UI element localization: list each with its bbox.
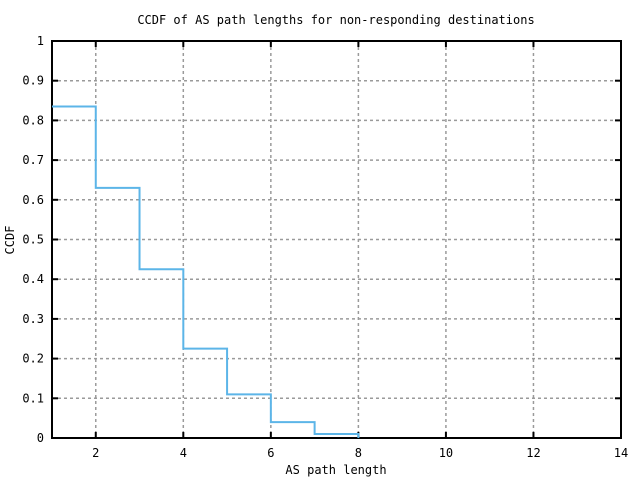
y-tick-label: 0.4: [22, 272, 44, 286]
y-tick-label: 0.3: [22, 312, 44, 326]
ccdf-step-line: [52, 105, 360, 438]
y-tick-label: 0.2: [22, 352, 44, 366]
x-tick-labels: 2 4 6 8 10 12 14: [92, 446, 628, 460]
x-tick-label: 2: [92, 446, 99, 460]
x-tick-label: 4: [180, 446, 187, 460]
y-tick-label: 0.6: [22, 193, 44, 207]
border-rect: [51, 40, 622, 439]
y-tick-label: 0.1: [22, 391, 44, 405]
series-path: [52, 105, 360, 438]
x-axis-title: AS path length: [285, 463, 386, 477]
y-tick-label: 1: [37, 34, 44, 48]
x-tick-label: 6: [267, 446, 274, 460]
y-tick-labels: 0 0.1 0.2 0.3 0.4 0.5 0.6 0.7 0.8 0.9 1: [22, 34, 44, 445]
x-tick-label: 8: [355, 446, 362, 460]
y-tick-label: 0.9: [22, 74, 44, 88]
x-tick-label: 14: [614, 446, 628, 460]
y-tick-label: 0.8: [22, 113, 44, 127]
x-tick-label: 12: [526, 446, 540, 460]
grid-lines: [52, 41, 621, 438]
y-tick-label: 0.7: [22, 153, 44, 167]
chart-title: CCDF of AS path lengths for non-respondi…: [137, 13, 534, 27]
y-tick-label: 0.5: [22, 233, 44, 247]
x-tick-label: 10: [439, 446, 453, 460]
plot-border: [51, 40, 622, 439]
y-axis-title: CCDF: [3, 226, 17, 255]
y-tick-label: 0: [37, 431, 44, 445]
